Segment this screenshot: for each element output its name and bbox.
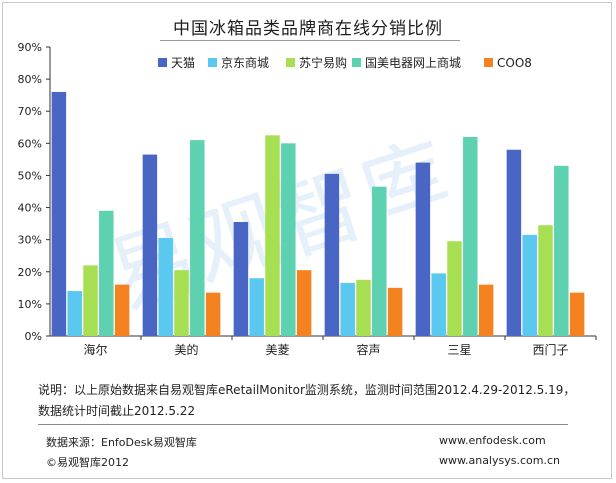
bar-4-3 bbox=[281, 143, 296, 336]
bar-5-3 bbox=[296, 270, 312, 336]
bar-3-1 bbox=[83, 265, 98, 336]
bar-1-1 bbox=[51, 91, 67, 336]
bar-5-2 bbox=[205, 292, 221, 336]
bar-5-5 bbox=[478, 284, 494, 336]
bar-4-5 bbox=[463, 136, 478, 336]
bar-3-2 bbox=[174, 270, 189, 336]
legend-swatch bbox=[208, 58, 217, 67]
legend-swatch bbox=[286, 58, 295, 67]
y-tick-label: 50% bbox=[18, 169, 42, 182]
legend-swatch bbox=[352, 58, 361, 67]
bar-2-6 bbox=[522, 234, 537, 336]
legend-label: 苏宁易购 bbox=[299, 55, 347, 70]
legend-label: 京东商城 bbox=[221, 55, 269, 70]
bar-5-6 bbox=[569, 292, 585, 336]
bar-4-1 bbox=[99, 210, 114, 336]
x-tick-label: 美菱 bbox=[265, 343, 289, 357]
legend-swatch bbox=[158, 58, 167, 67]
y-tick-label: 30% bbox=[18, 234, 42, 247]
bar-chart: 0% 10% 20% 30% 40% 50% 60% 70% 80% 90% 海尔 美的 美菱 容声 三星 西… bbox=[18, 41, 597, 357]
bar-2-2 bbox=[158, 238, 173, 336]
bar-2-3 bbox=[249, 278, 264, 336]
bar-1-2 bbox=[142, 154, 158, 336]
url-analysys[interactable]: www.analysys.com.cn bbox=[439, 454, 560, 467]
bar-1-5 bbox=[415, 162, 431, 336]
note-line-1: 说明：以上原始数据来自易观智库eRetailMonitor监测系统，监测时间范围… bbox=[38, 383, 576, 397]
footer-divider bbox=[38, 424, 568, 425]
x-tick-label: 三星 bbox=[447, 343, 471, 357]
x-tick-label: 西门子 bbox=[532, 342, 568, 357]
x-tick-label: 海尔 bbox=[83, 342, 107, 357]
y-tick-label: 0% bbox=[25, 330, 42, 343]
legend-label: COO8 bbox=[497, 56, 532, 70]
bar-5-4 bbox=[387, 287, 403, 336]
y-tick-label: 60% bbox=[18, 137, 42, 150]
bar-1-3 bbox=[233, 222, 249, 336]
bar-3-3 bbox=[265, 135, 280, 336]
bar-3-6 bbox=[538, 225, 553, 336]
bar-2-4 bbox=[340, 283, 355, 336]
legend-label: 天猫 bbox=[171, 56, 195, 70]
y-tick-label: 40% bbox=[18, 202, 42, 215]
title-underline bbox=[160, 40, 460, 41]
y-tick-label: 20% bbox=[18, 266, 42, 279]
copyright: ©易观智库2012 bbox=[46, 456, 129, 469]
y-tick-label: 80% bbox=[18, 73, 42, 86]
legend-swatch bbox=[484, 58, 493, 67]
bar-3-5 bbox=[447, 241, 462, 336]
bar-4-6 bbox=[554, 165, 569, 336]
y-tick-label: 70% bbox=[18, 105, 42, 118]
bar-4-2 bbox=[190, 140, 205, 336]
url-enfodesk[interactable]: www.enfodesk.com bbox=[439, 434, 546, 447]
bar-4-4 bbox=[372, 186, 387, 336]
x-tick-label: 美的 bbox=[174, 342, 198, 357]
legend-label: 国美电器网上商城 bbox=[365, 55, 461, 70]
bar-2-1 bbox=[67, 291, 82, 336]
bar-3-4 bbox=[356, 279, 371, 336]
y-tick-label: 90% bbox=[18, 41, 42, 54]
chart-title: 中国冰箱品类品牌商在线分销比例 bbox=[173, 19, 443, 39]
bar-1-6 bbox=[506, 149, 522, 336]
note-line-2: 数据统计时间截止2012.5.22 bbox=[38, 404, 196, 418]
data-source: 数据来源：EnfoDesk易观智库 bbox=[46, 436, 197, 449]
x-tick-label: 容声 bbox=[356, 342, 380, 357]
bar-5-1 bbox=[114, 284, 130, 336]
y-tick-label: 10% bbox=[18, 298, 42, 311]
bar-2-5 bbox=[431, 273, 446, 336]
bar-1-4 bbox=[324, 173, 340, 336]
